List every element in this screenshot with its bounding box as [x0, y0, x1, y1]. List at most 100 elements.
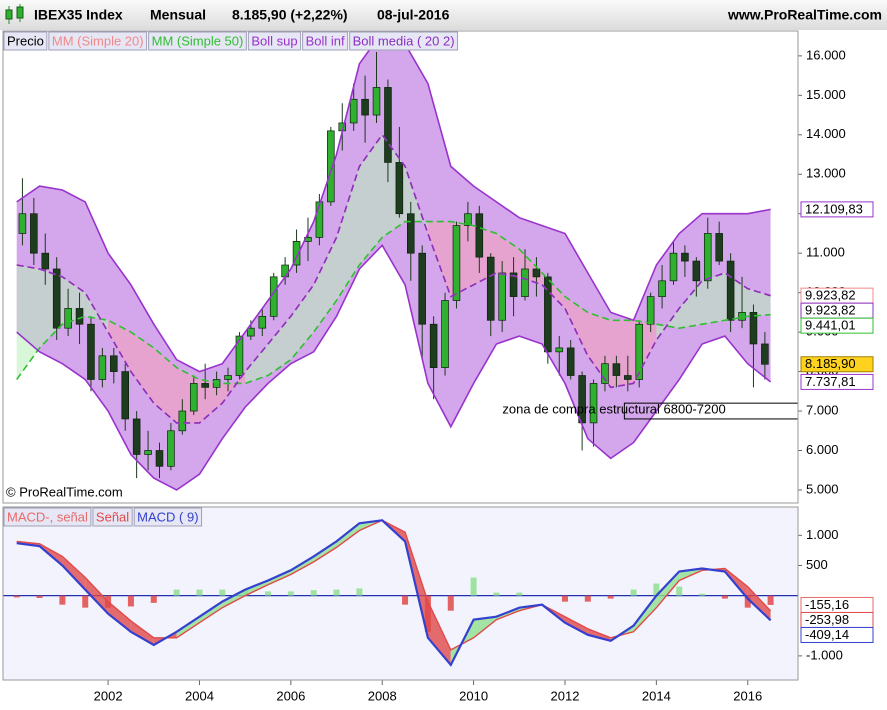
histogram-bar: [219, 589, 226, 596]
symbol: IBEX35 Index: [34, 7, 123, 23]
ma-fill: [427, 221, 451, 297]
legend-label: MM (Simple 20): [52, 33, 144, 48]
candle-body: [395, 162, 404, 215]
candle-body: [589, 383, 598, 424]
x-tick-label: 2010: [459, 688, 488, 703]
indicator-line: [16, 243, 772, 491]
ma-fill: [245, 343, 268, 384]
ma-fill: [153, 347, 177, 423]
ma-fill: [313, 237, 337, 333]
histogram-bar: [516, 592, 523, 596]
candle-body: [429, 323, 438, 368]
legend-label: MM (Simple 50): [152, 33, 244, 48]
histogram-bar: [676, 586, 683, 596]
x-tick-label: 2008: [368, 688, 397, 703]
candle-body: [715, 233, 723, 262]
legend-label: Boll sup: [251, 33, 297, 48]
candle-body: [566, 347, 575, 376]
last-price: 8.185,90 (+2,22%): [232, 7, 348, 23]
macd-fill: [130, 620, 154, 646]
macd-fill: [427, 601, 451, 665]
histogram-bar: [13, 595, 20, 598]
candle-body: [532, 268, 541, 278]
macd-line: [16, 519, 772, 651]
macd-fill: [62, 556, 86, 590]
candle-body: [30, 213, 38, 254]
legend-label: Señal: [96, 509, 129, 524]
macd-fill: [245, 580, 268, 596]
histogram-bar: [310, 590, 317, 596]
annotation-box: [623, 402, 798, 420]
histogram-bar: [356, 588, 363, 596]
candle-body: [18, 213, 27, 234]
legend-label: Precio: [7, 33, 44, 48]
macd-fill: [336, 523, 360, 548]
histogram-bar: [630, 589, 637, 596]
histogram-bar: [447, 595, 454, 611]
y-tick-label: 16.000: [806, 47, 846, 62]
price-frame: [2, 30, 799, 504]
legend-label: MACD ( 9): [137, 509, 198, 524]
histogram-bar: [59, 595, 66, 605]
candle-body: [521, 268, 529, 297]
candle-body: [384, 87, 392, 163]
last-value-box: [800, 373, 874, 390]
last-value-label: -155,16: [805, 597, 849, 612]
candle-body: [692, 260, 701, 282]
candle-body: [464, 213, 472, 226]
candle-body: [601, 363, 609, 384]
candle-body: [224, 375, 232, 380]
histogram-bar: [127, 595, 134, 607]
candle-body: [761, 343, 769, 365]
candle-body: [635, 323, 644, 380]
x-tick-label: 2006: [276, 688, 305, 703]
ma-fill: [290, 284, 314, 360]
macd-fill: [313, 541, 337, 562]
candle-body: [475, 213, 484, 258]
histogram-bar: [470, 577, 477, 596]
axes: 16.00015.00014.00013.00012.00011.00010.0…: [3, 31, 874, 703]
ma-fill: [130, 332, 154, 404]
y-tick-label: 7.000: [806, 402, 839, 417]
histogram-bar: [196, 589, 203, 596]
legend-item-box: [349, 31, 459, 51]
candle-body: [452, 225, 461, 301]
candle-body: [292, 240, 301, 266]
y-tick-label: 14.000: [806, 126, 846, 141]
candle-body: [658, 280, 666, 297]
candle-body: [749, 312, 758, 345]
source: www.ProRealTime.com: [727, 7, 882, 23]
legend-label: Boll media ( 20 2): [353, 33, 455, 48]
histogram-bar: [699, 593, 706, 596]
ma-fill: [359, 134, 383, 266]
histogram-bar: [333, 589, 340, 596]
legend-label: MACD-, señal: [7, 509, 88, 524]
x-tick-label: 2016: [733, 688, 762, 703]
indicator-line: [16, 220, 771, 385]
last-value-label: 8.185,90: [805, 356, 856, 371]
candle-body: [315, 201, 324, 238]
app-icon: [5, 4, 24, 24]
candle-body: [98, 355, 107, 380]
macd-frame: [2, 506, 799, 681]
y-tick-label: 13.000: [806, 166, 846, 181]
last-value-label: 9.441,01: [805, 318, 856, 333]
last-value-box: [800, 626, 874, 643]
macd-fill: [176, 616, 200, 638]
ma-fill: [85, 292, 109, 333]
candle-body: [167, 430, 175, 467]
price-plot: zona de compra estructural 6800-7200: [16, 31, 798, 491]
last-value-label: 9.923,82: [805, 288, 856, 303]
y-tick-label: 6.000: [806, 442, 839, 457]
y-tick-label: 15.000: [806, 87, 846, 102]
candle-body: [624, 375, 632, 380]
macd-fill: [222, 589, 246, 608]
candle-body: [361, 98, 369, 116]
histogram-bar: [287, 591, 294, 596]
candle-body: [75, 308, 84, 325]
y-tick-label: -1.000: [806, 647, 843, 662]
macd-fill: [199, 601, 223, 623]
candle-body: [258, 315, 267, 329]
legend-item-box: [302, 31, 349, 51]
candle-body: [121, 371, 129, 420]
